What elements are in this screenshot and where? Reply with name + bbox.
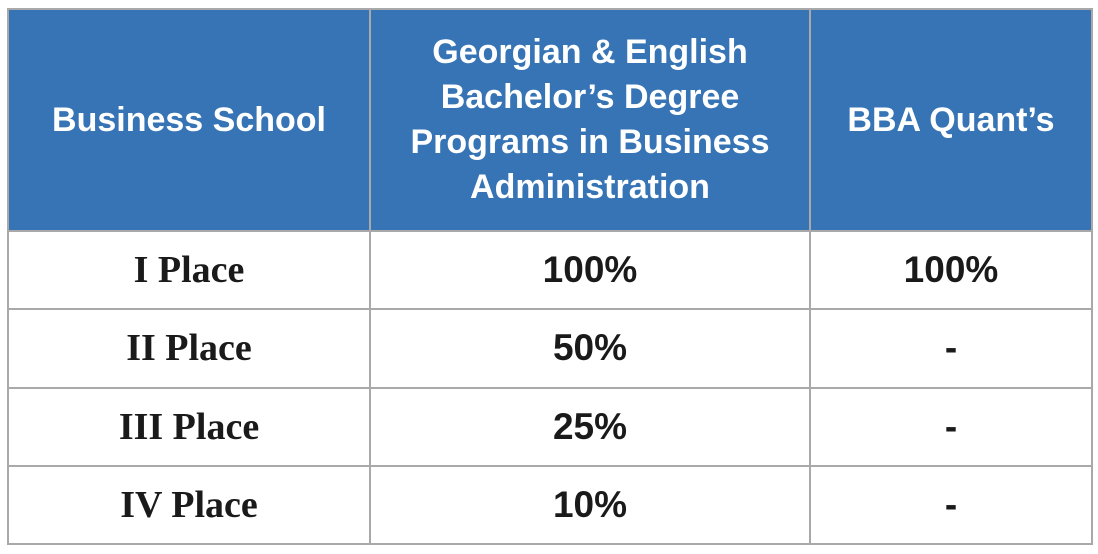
place-cell: I Place — [7, 229, 371, 311]
header-row: Business School Georgian & English Bache… — [7, 8, 1093, 232]
header-cell: Georgian & English Bachelor’s Degree Pro… — [369, 8, 811, 232]
results-table: Business School Georgian & English Bache… — [7, 8, 1093, 546]
percent-cell: - — [809, 386, 1093, 467]
header-cell: BBA Quant’s — [809, 8, 1093, 232]
table-row: I Place 100% 100% — [7, 229, 1093, 311]
place-cell: III Place — [7, 386, 371, 467]
table-row: IV Place 10% - — [7, 464, 1093, 546]
percent-cell: 100% — [809, 229, 1093, 311]
table-row: II Place 50% - — [7, 308, 1093, 389]
percent-cell: - — [809, 308, 1093, 389]
percent-cell: 10% — [369, 464, 811, 546]
place-cell: II Place — [7, 308, 371, 389]
percent-cell: 25% — [369, 386, 811, 467]
table-body: I Place 100% 100% II Place 50% - III Place 25% -… — [7, 229, 1093, 546]
percent-cell: - — [809, 464, 1093, 546]
percent-cell: 100% — [369, 229, 811, 311]
place-cell: IV Place — [7, 464, 371, 546]
percent-cell: 50% — [369, 308, 811, 389]
table-row: III Place 25% - — [7, 386, 1093, 467]
header-cell: Business School — [7, 8, 371, 232]
